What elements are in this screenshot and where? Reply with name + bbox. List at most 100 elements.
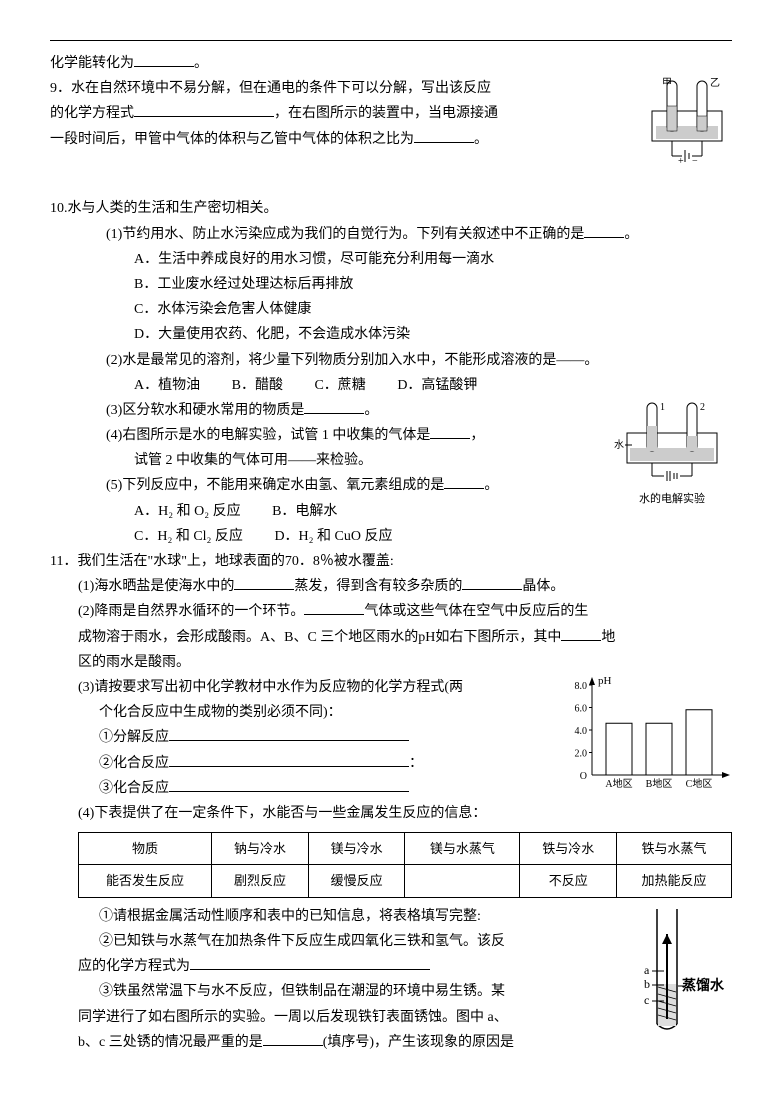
svg-text:−: −: [692, 156, 698, 166]
q10-p5-A: A．H₂ 和 O₂ 反应: [134, 504, 241, 519]
q10-p1-D: D．大量使用农药、化肥，不会造成水体污染: [106, 322, 732, 347]
q10-p4-blank[interactable]: [430, 425, 470, 439]
td-3[interactable]: [405, 865, 520, 897]
q11-p3-blank2[interactable]: [169, 753, 409, 767]
q9: 甲 乙 + − 9．水在自然环境中不易分解，但在通电的条件下可以分解，写出该反应…: [50, 76, 732, 171]
svg-text:水: 水: [614, 439, 624, 451]
td-0: 能否发生反应: [79, 865, 212, 897]
q11-p1-blank2[interactable]: [462, 576, 522, 590]
q11-p3-r1: ①分解反应: [78, 730, 169, 745]
svg-text:c: c: [644, 993, 649, 1007]
q10-p4-label: (4): [106, 428, 122, 443]
q11-p2-l2a: 成物溶于雨水，会形成酸雨。A、B、C 三个地区雨水的pH如右下图所示，其中: [78, 630, 561, 645]
q11-p3-blank3[interactable]: [169, 778, 409, 792]
q11: 11．我们生活在"水球"上，地球表面的70．8％被水覆盖: (1)海水晒盐是使海…: [50, 549, 732, 1055]
q10-p1-C: C．水体污染会危害人体健康: [106, 297, 732, 322]
q9-blank-ratio[interactable]: [414, 129, 474, 143]
td-1: 剧烈反应: [212, 865, 309, 897]
q9-label-left: 甲: [662, 78, 672, 89]
q11-num: 11．: [50, 554, 77, 569]
svg-text:a: a: [644, 963, 650, 977]
q11-p1: (1)海水晒盐是使海水中的蒸发，得到含有较多杂质的晶体。: [50, 574, 732, 599]
q9-blank-eq[interactable]: [134, 103, 274, 117]
q10-p1-B: B．工业废水经过处理达标后再排放: [106, 272, 732, 297]
q10-p4b: ，: [470, 428, 484, 443]
q10-p2-text: 水是最常见的溶剂，将少量下列物质分别加入水中，不能形成溶液的是——。: [122, 353, 598, 368]
q10-p2-C: C．蔗糖: [314, 378, 365, 393]
q11-p3-r3: ③化合反应: [78, 781, 169, 796]
th-2: 镁与冷水: [308, 833, 405, 865]
svg-text:4.0: 4.0: [575, 726, 588, 737]
q11-p4-s3c-a: b、c 三处锈的情况最严重的是: [78, 1035, 263, 1050]
q9-diagram: 甲 乙 + −: [642, 76, 732, 166]
q10-p2-A: A．植物油: [134, 378, 200, 393]
q10-p1: (1)节约用水、防止水污染应成为我们的自觉行为。下列有关叙述中不正确的是。 A．…: [50, 222, 732, 348]
svg-text:6.0: 6.0: [575, 703, 588, 714]
q10-p5-row2: C．H₂ 和 Cl₂ 反应 D．H₂ 和 CuO 反应: [106, 524, 732, 549]
q10-p2: (2)水是最常见的溶剂，将少量下列物质分别加入水中，不能形成溶液的是——。 A．…: [50, 348, 732, 398]
q10-p3b: 。: [364, 403, 378, 418]
q11-p1a: 海水晒盐是使海水中的: [94, 579, 234, 594]
svg-text:8.0: 8.0: [575, 681, 588, 692]
svg-text:蒸馏水: 蒸馏水: [682, 977, 725, 994]
q10-p5-label: (5): [106, 478, 122, 493]
q9-label-right: 乙: [710, 77, 720, 89]
q11-p3-label: (3): [78, 680, 94, 695]
td-4: 不反应: [520, 865, 617, 897]
svg-text:C地区: C地区: [686, 777, 713, 790]
q10-p5-blank[interactable]: [444, 475, 484, 489]
q10-p2-D: D．高锰酸钾: [397, 378, 477, 393]
th-3: 镁与水蒸气: [405, 833, 520, 865]
q11-p2-blank1[interactable]: [304, 601, 364, 615]
th-1: 钠与冷水: [212, 833, 309, 865]
svg-text:2.0: 2.0: [575, 748, 588, 759]
q9-l2b: ，在右图所示的装置中，当电源接通: [274, 106, 498, 121]
q9-l2a: 的化学方程式: [50, 106, 134, 121]
q10-p2-label: (2): [106, 353, 122, 368]
q11-p4-blank-eq[interactable]: [190, 956, 430, 970]
td-5: 加热能反应: [617, 865, 732, 897]
svg-text:+: +: [678, 156, 684, 166]
q10-p1-A: A．生活中养成良好的用水习惯，尽可能充分利用每一滴水: [106, 247, 732, 272]
q11-p2: (2)降雨是自然界水循环的一个环节。气体或这些气体在空气中反应后的生 成物溶于雨…: [50, 599, 732, 675]
q10-num: 10.: [50, 201, 68, 216]
q10-p5b: 。: [484, 478, 498, 493]
q10-p5-C: C．H₂ 和 Cl₂ 反应: [134, 529, 243, 544]
th-4: 铁与冷水: [520, 833, 617, 865]
svg-text:B地区: B地区: [646, 777, 673, 790]
q11-p4-text: 下表提供了在一定条件下，水能否与一些金属发生反应的信息：: [94, 806, 486, 821]
q11-p1-blank1[interactable]: [234, 576, 294, 590]
q11-p4-table: 物质 钠与冷水 镁与冷水 镁与水蒸气 铁与冷水 铁与水蒸气 能否发生反应 剧烈反…: [78, 832, 732, 898]
table-row: 物质 钠与冷水 镁与冷水 镁与水蒸气 铁与冷水 铁与水蒸气: [79, 833, 732, 865]
q10-p4a: 右图所示是水的电解实验，试管 1 中收集的气体是: [122, 428, 430, 443]
q10-p5a: 下列反应中，不能用来确定水由氢、氧元素组成的是: [122, 478, 444, 493]
q11-p2-blank2[interactable]: [561, 627, 601, 641]
table-row: 能否发生反应 剧烈反应 缓慢反应 不反应 加热能反应: [79, 865, 732, 897]
q10-p5-B: B．电解水: [272, 504, 337, 519]
q10: 10.水与人类的生活和生产密切相关。 (1)节约用水、防止水污染应成为我们的自觉…: [50, 196, 732, 549]
q10-stem: 水与人类的生活和生产密切相关。: [68, 201, 278, 216]
td-2: 缓慢反应: [308, 865, 405, 897]
q11-p4-diagram: a b c 蒸馏水: [622, 904, 732, 1034]
q11-p2-l3: 区的雨水是酸雨。: [78, 655, 190, 670]
q11-p3-blank1[interactable]: [169, 727, 409, 741]
q11-p4-blank-pos[interactable]: [263, 1032, 323, 1046]
svg-text:1: 1: [660, 402, 665, 413]
svg-text:pH: pH: [598, 675, 612, 687]
q10-p1-label: (1): [106, 227, 122, 242]
q10-p1-end: 。: [624, 227, 638, 242]
q11-stem: 我们生活在"水球"上，地球表面的70．8％被水覆盖:: [77, 554, 393, 569]
q10-p2-options: A．植物油 B．醋酸 C．蔗糖 D．高锰酸钾: [106, 373, 732, 398]
q10-p3-blank[interactable]: [304, 400, 364, 414]
q9-num: 9．: [50, 81, 71, 96]
svg-text:2: 2: [700, 402, 705, 413]
q10-p1-blank[interactable]: [584, 224, 624, 238]
q11-p4: (4)下表提供了在一定条件下，水能否与一些金属发生反应的信息： 物质 钠与冷水 …: [50, 801, 732, 1055]
q11-p3-l2: 个化合反应中生成物的类别必须不同)：: [78, 705, 342, 720]
q11-p2b: 气体或这些气体在空气中反应后的生: [364, 604, 588, 619]
q9-l3b: 。: [474, 132, 488, 147]
q11-p4-label: (4): [78, 806, 94, 821]
q10-p2-B: B．醋酸: [232, 378, 283, 393]
q10-p3-label: (3): [106, 403, 122, 418]
q8-blank[interactable]: [134, 53, 194, 67]
